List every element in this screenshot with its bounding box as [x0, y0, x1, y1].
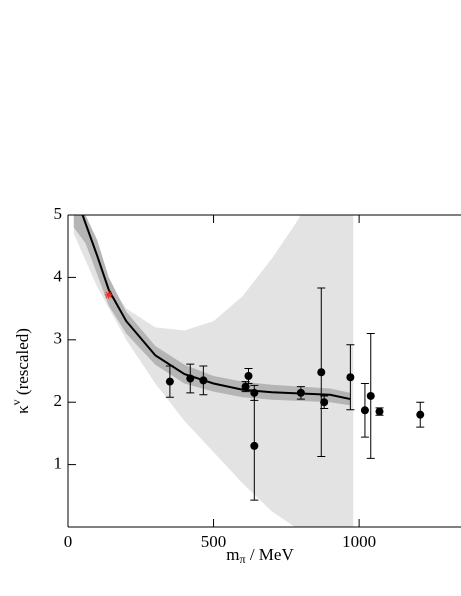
data-point — [241, 382, 250, 391]
y-label-main: κ — [13, 405, 32, 414]
y-axis-label: κv (rescaled) — [9, 328, 32, 414]
y-tick-label: 3 — [54, 329, 63, 348]
x-label-main: m — [226, 545, 239, 564]
data-point — [320, 398, 329, 407]
data-point — [244, 371, 253, 380]
data-point — [416, 410, 425, 419]
star-point — [104, 290, 113, 299]
data-point — [360, 406, 369, 415]
axes — [67, 214, 461, 528]
y-tick-label: 1 — [54, 454, 63, 473]
data-point — [186, 374, 195, 383]
data-point — [346, 373, 355, 382]
fit-curve — [81, 215, 351, 401]
x-tick-label: 1000 — [342, 532, 376, 551]
y-tick-label: 5 — [54, 204, 63, 223]
error-band — [73, 215, 354, 527]
x-label-rest: / MeV — [246, 545, 295, 564]
data-point — [375, 407, 384, 416]
y-label-sup: v — [9, 399, 23, 405]
data-point — [296, 388, 305, 397]
data-point — [199, 376, 208, 385]
data-point — [317, 368, 326, 377]
x-tick-label: 0 — [64, 532, 73, 551]
x-axis-label: mπ / MeV — [226, 545, 294, 566]
data-point — [366, 391, 375, 400]
y-tick-label: 2 — [54, 391, 63, 410]
x-tick-label: 500 — [201, 532, 227, 551]
x-label-sub: π — [240, 552, 246, 566]
data-point — [165, 377, 174, 386]
data-point — [250, 441, 259, 450]
y-label-rest: (rescaled) — [13, 328, 32, 399]
y-tick-label: 4 — [54, 266, 63, 285]
plot-area — [73, 215, 425, 527]
